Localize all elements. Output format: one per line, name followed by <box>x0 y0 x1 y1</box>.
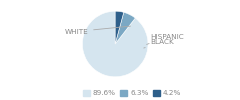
Wedge shape <box>82 11 148 77</box>
Text: HISPANIC: HISPANIC <box>147 34 184 44</box>
Legend: 89.6%, 6.3%, 4.2%: 89.6%, 6.3%, 4.2% <box>80 87 184 99</box>
Wedge shape <box>115 11 124 44</box>
Wedge shape <box>115 12 135 44</box>
Text: BLACK: BLACK <box>144 39 174 48</box>
Text: WHITE: WHITE <box>64 26 131 34</box>
